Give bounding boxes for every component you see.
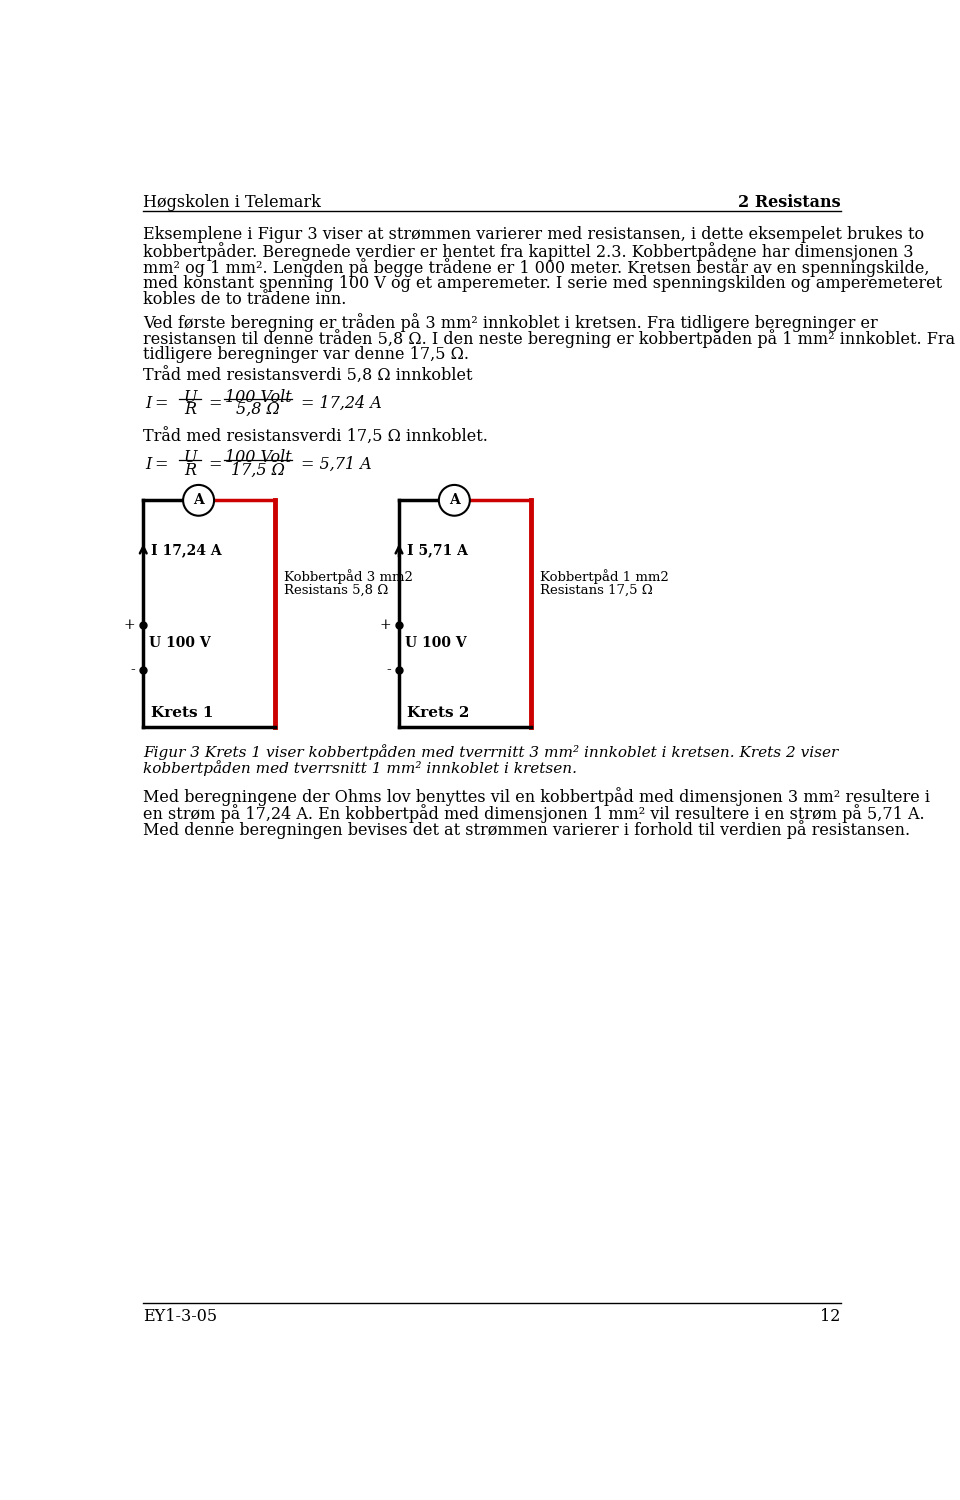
Text: Ved første beregning er tråden på 3 mm² innkoblet i kretsen. Fra tidligere bereg: Ved første beregning er tråden på 3 mm² … xyxy=(143,314,878,332)
Text: R: R xyxy=(183,462,196,478)
Text: +: + xyxy=(124,618,135,632)
Circle shape xyxy=(439,484,469,516)
Text: EY1-3-05: EY1-3-05 xyxy=(143,1308,217,1324)
Text: 100 Volt: 100 Volt xyxy=(225,388,291,405)
Text: 5,8 Ω: 5,8 Ω xyxy=(236,400,279,418)
Text: Tråd med resistansverdi 5,8 Ω innkoblet: Tråd med resistansverdi 5,8 Ω innkoblet xyxy=(143,368,472,386)
Text: mm² og 1 mm². Lengden på begge trådene er 1 000 meter. Kretsen består av en spen: mm² og 1 mm². Lengden på begge trådene e… xyxy=(143,258,929,278)
Text: 100 Volt: 100 Volt xyxy=(225,450,291,466)
Text: I 17,24 A: I 17,24 A xyxy=(151,543,222,558)
Text: kobles de to trådene inn.: kobles de to trådene inn. xyxy=(143,291,347,308)
Text: A: A xyxy=(193,494,204,507)
Text: Høgskolen i Telemark: Høgskolen i Telemark xyxy=(143,194,322,211)
Text: =: = xyxy=(208,456,222,472)
Text: Tråd med resistansverdi 17,5 Ω innkoblet.: Tråd med resistansverdi 17,5 Ω innkoblet… xyxy=(143,429,488,445)
Text: = 17,24 A: = 17,24 A xyxy=(301,394,382,412)
Text: kobbertрåden med tverrsnitt 1 mm² innkoblet i kretsen.: kobbertрåden med tverrsnitt 1 mm² innkob… xyxy=(143,760,577,777)
Text: =: = xyxy=(155,456,168,472)
Text: kobbertрåder. Beregnede verdier er hentet fra kapittel 2.3. Kobbertрådene har di: kobbertрåder. Beregnede verdier er hente… xyxy=(143,243,914,261)
Text: U: U xyxy=(183,388,197,405)
Text: +: + xyxy=(379,618,392,632)
Text: =: = xyxy=(208,394,222,412)
Text: A: A xyxy=(449,494,460,507)
Text: 2 Resistans: 2 Resistans xyxy=(738,194,841,211)
Text: Med denne beregningen bevises det at strømmen varierer i forhold til verdien på : Med denne beregningen bevises det at str… xyxy=(143,821,910,839)
Text: Krets 1: Krets 1 xyxy=(151,706,213,720)
Text: =: = xyxy=(155,394,168,412)
Text: U: U xyxy=(183,450,197,466)
Text: Figur 3 Krets 1 viser kobbertрåden med tverrnitt 3 mm² innkoblet i kretsen. Kret: Figur 3 Krets 1 viser kobbertрåden med t… xyxy=(143,744,838,760)
Text: Eksemplene i Figur 3 viser at strømmen varierer med resistansen, i dette eksempe: Eksemplene i Figur 3 viser at strømmen v… xyxy=(143,226,924,243)
Text: 17,5 Ω: 17,5 Ω xyxy=(231,462,285,478)
Text: Kobbertрåd 1 mm2: Kobbertрåd 1 mm2 xyxy=(540,570,669,585)
Text: en strøm på 17,24 A. En kobbertрåd med dimensjonen 1 mm² vil resultere i en strø: en strøm på 17,24 A. En kobbertрåd med d… xyxy=(143,804,924,822)
Circle shape xyxy=(183,484,214,516)
Text: R: R xyxy=(183,400,196,418)
Text: 12: 12 xyxy=(821,1308,841,1324)
Text: I: I xyxy=(145,394,151,412)
Text: tidligere beregninger var denne 17,5 Ω.: tidligere beregninger var denne 17,5 Ω. xyxy=(143,345,469,363)
Text: Krets 2: Krets 2 xyxy=(407,706,469,720)
Text: -: - xyxy=(387,663,392,676)
Text: Resistans 17,5 Ω: Resistans 17,5 Ω xyxy=(540,584,653,597)
Text: = 5,71 A: = 5,71 A xyxy=(301,456,372,472)
Text: Resistans 5,8 Ω: Resistans 5,8 Ω xyxy=(284,584,389,597)
Text: I: I xyxy=(145,456,151,472)
Text: Med beregningene der Ohms lov benyttes vil en kobbertрåd med dimensjonen 3 mm² r: Med beregningene der Ohms lov benyttes v… xyxy=(143,788,930,807)
Text: I 5,71 A: I 5,71 A xyxy=(407,543,468,558)
Text: U 100 V: U 100 V xyxy=(405,636,467,650)
Text: resistansen til denne tråden 5,8 Ω. I den neste beregning er kobbertрåden på 1 m: resistansen til denne tråden 5,8 Ω. I de… xyxy=(143,330,955,348)
Text: -: - xyxy=(131,663,135,676)
Text: med konstant spenning 100 V og et amperemeter. I serie med spenningskilden og am: med konstant spenning 100 V og et ampere… xyxy=(143,274,943,291)
Text: U 100 V: U 100 V xyxy=(150,636,211,650)
Text: Kobbertрåd 3 mm2: Kobbertрåd 3 mm2 xyxy=(284,570,413,585)
